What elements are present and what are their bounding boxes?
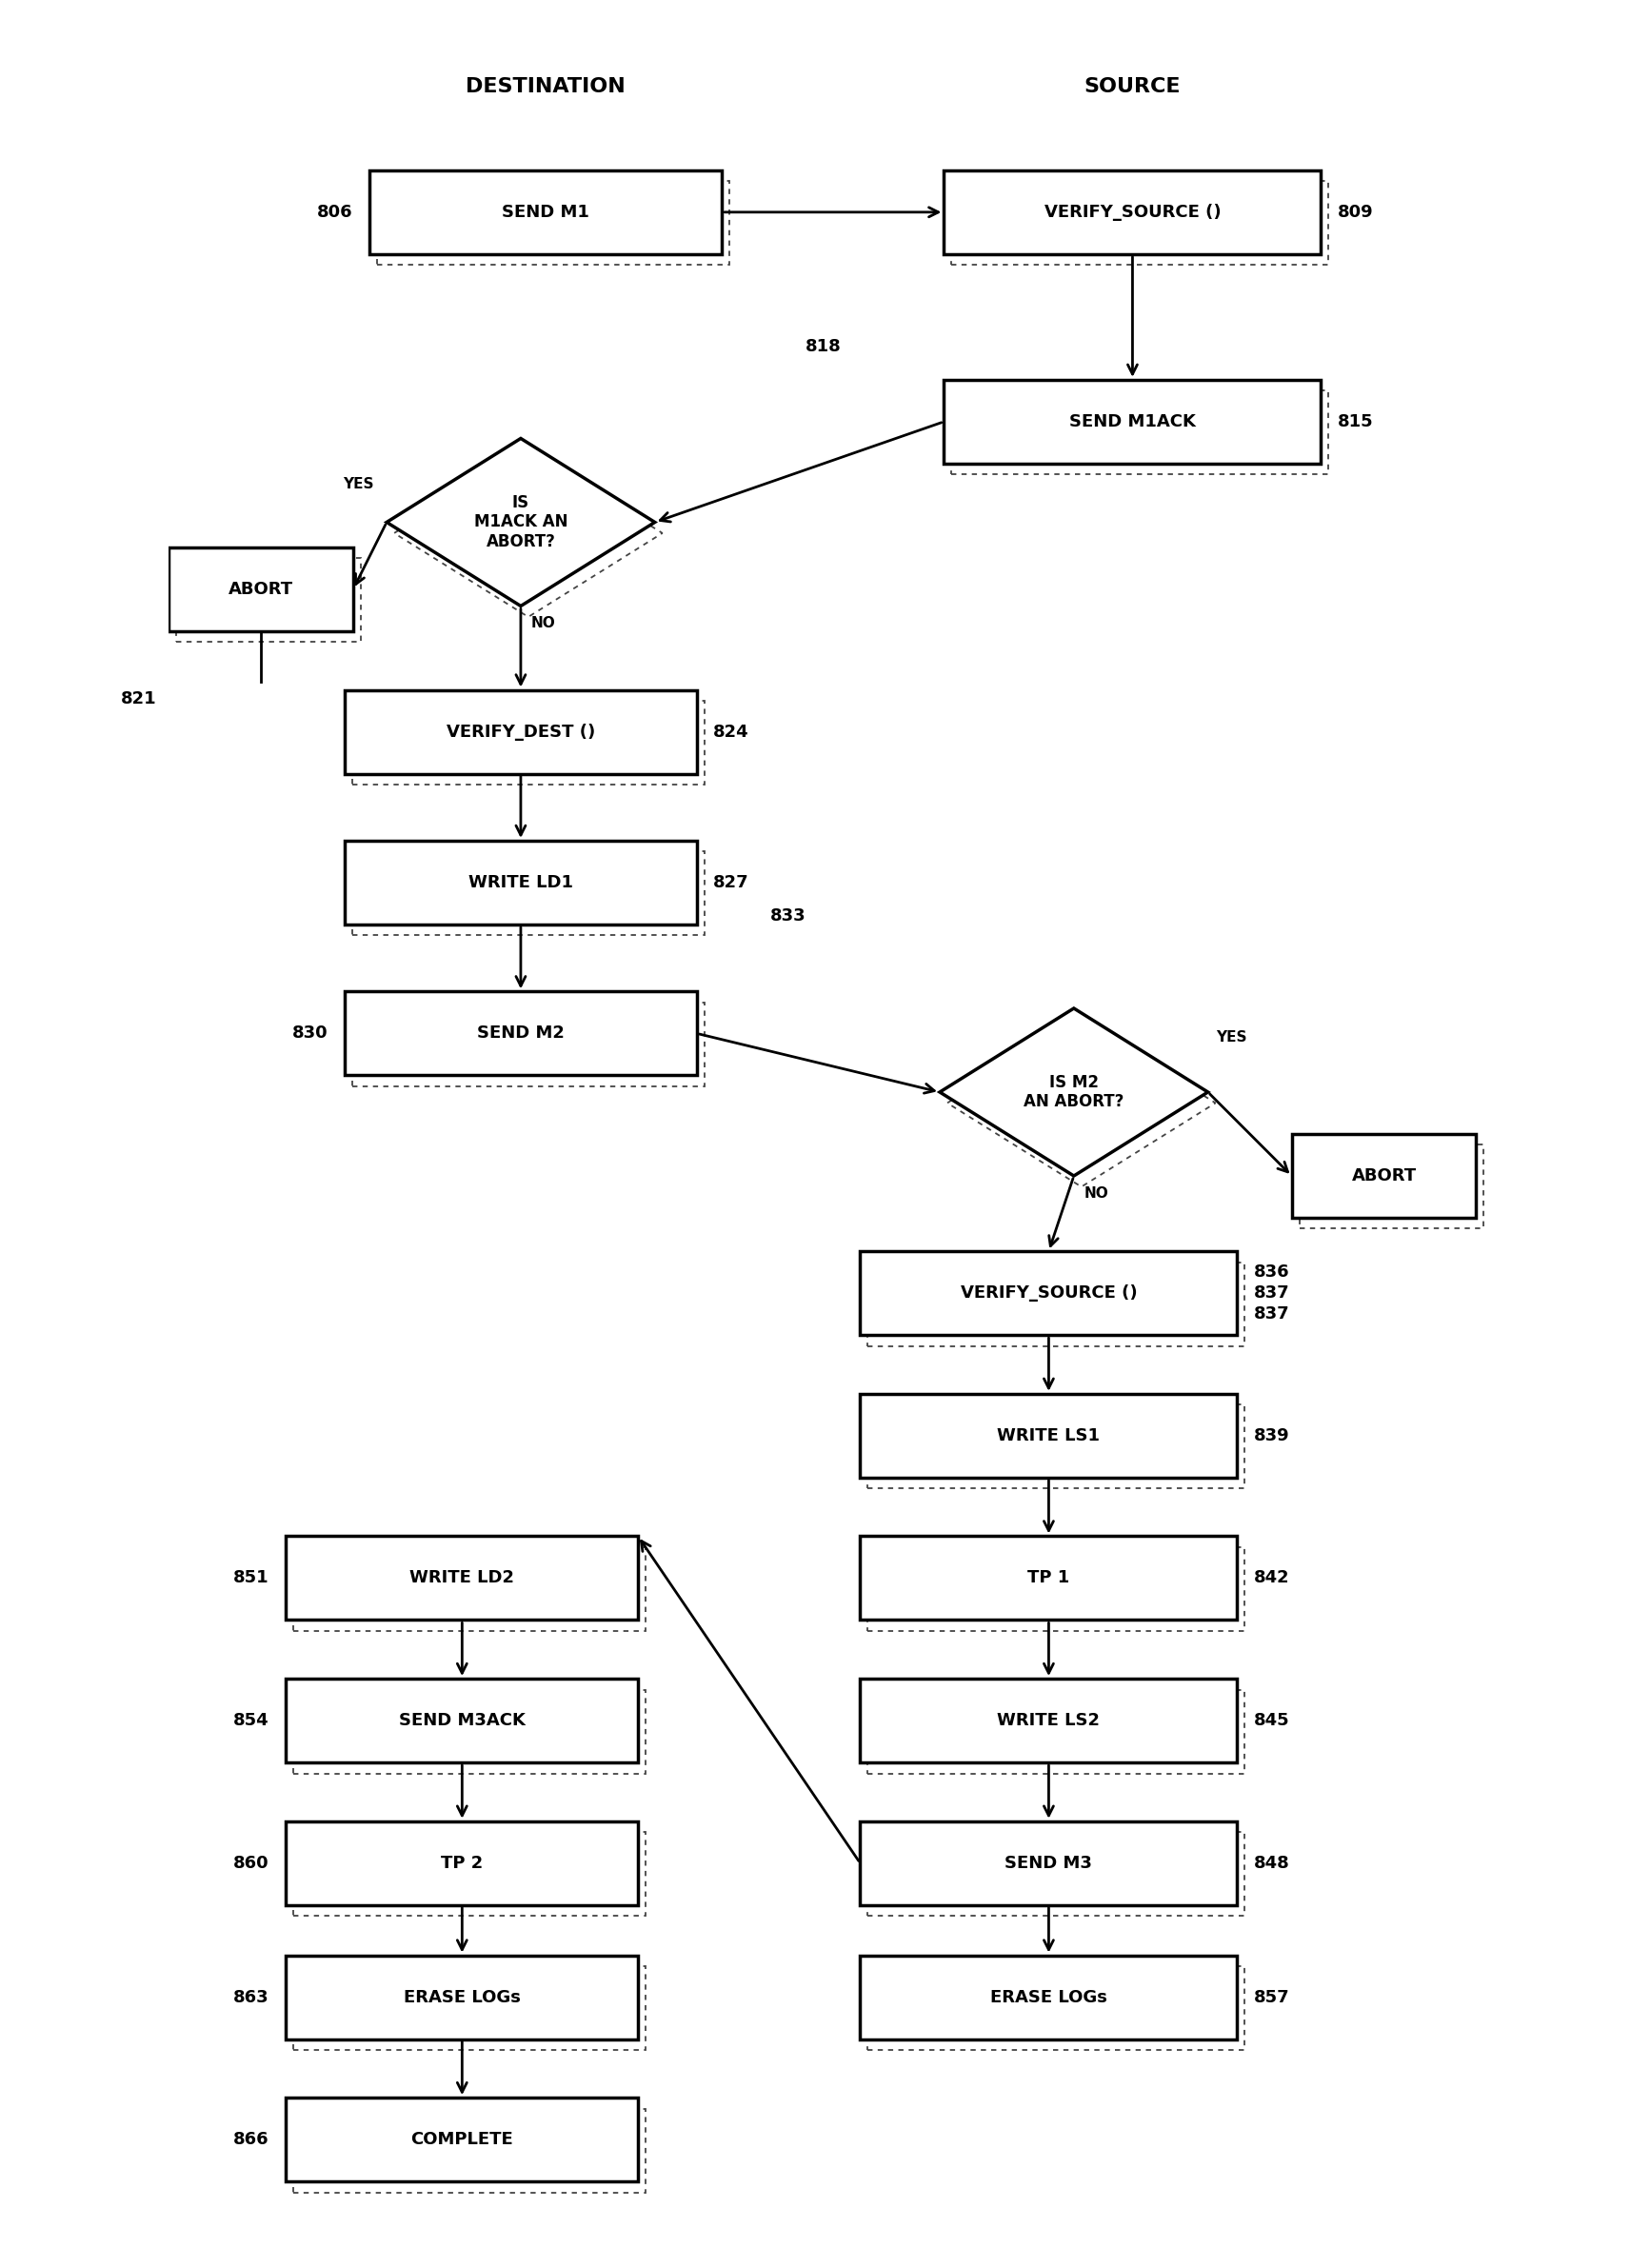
- Text: 809: 809: [1337, 204, 1373, 220]
- Bar: [1292, 1134, 1476, 1218]
- Bar: [294, 1690, 646, 1774]
- Text: DESTINATION: DESTINATION: [466, 77, 626, 95]
- Text: 839: 839: [1254, 1427, 1290, 1445]
- Bar: [352, 701, 705, 785]
- Text: YES: YES: [343, 476, 373, 492]
- Text: SEND M2: SEND M2: [476, 1025, 564, 1041]
- Bar: [868, 1966, 1244, 2050]
- Text: 837: 837: [1254, 1284, 1290, 1302]
- Text: 860: 860: [233, 1855, 269, 1871]
- Text: ABORT: ABORT: [228, 581, 294, 599]
- Text: COMPLETE: COMPLETE: [411, 2132, 514, 2148]
- Text: SEND M3ACK: SEND M3ACK: [400, 1712, 525, 1728]
- Text: 863: 863: [233, 1989, 269, 2005]
- Bar: [285, 2098, 638, 2182]
- Bar: [294, 1833, 646, 1916]
- Text: 830: 830: [292, 1025, 328, 1041]
- Bar: [370, 170, 723, 254]
- Text: TP 1: TP 1: [1028, 1569, 1070, 1588]
- Text: 845: 845: [1254, 1712, 1290, 1728]
- Text: ABORT: ABORT: [1352, 1168, 1416, 1184]
- Bar: [951, 390, 1329, 474]
- Text: 821: 821: [121, 689, 157, 708]
- Bar: [868, 1833, 1244, 1916]
- Bar: [285, 1955, 638, 2039]
- Text: SEND M1: SEND M1: [502, 204, 590, 220]
- Bar: [860, 1252, 1238, 1336]
- Text: SOURCE: SOURCE: [1085, 77, 1181, 95]
- Text: ERASE LOGs: ERASE LOGs: [990, 1989, 1107, 2005]
- Bar: [294, 1547, 646, 1631]
- Text: WRITE LD1: WRITE LD1: [468, 873, 572, 891]
- Text: 837: 837: [1254, 1306, 1290, 1322]
- Text: NO: NO: [1085, 1186, 1109, 1200]
- Bar: [352, 1002, 705, 1086]
- Text: VERIFY_DEST (): VERIFY_DEST (): [447, 723, 595, 739]
- Text: IS M2
AN ABORT?: IS M2 AN ABORT?: [1024, 1073, 1124, 1111]
- Text: 842: 842: [1254, 1569, 1290, 1588]
- Bar: [868, 1547, 1244, 1631]
- Text: SEND M1ACK: SEND M1ACK: [1070, 413, 1196, 431]
- Text: VERIFY_SOURCE (): VERIFY_SOURCE (): [1044, 204, 1222, 220]
- Bar: [860, 1821, 1238, 1905]
- Text: SEND M3: SEND M3: [1005, 1855, 1093, 1871]
- Bar: [860, 1955, 1238, 2039]
- Text: 827: 827: [713, 873, 749, 891]
- Text: TP 2: TP 2: [440, 1855, 483, 1871]
- Text: 815: 815: [1337, 413, 1373, 431]
- Bar: [176, 558, 360, 642]
- Bar: [860, 1395, 1238, 1476]
- Bar: [344, 991, 696, 1075]
- Bar: [377, 181, 729, 265]
- Text: 851: 851: [233, 1569, 269, 1588]
- Text: 848: 848: [1254, 1855, 1290, 1871]
- Polygon shape: [387, 438, 654, 606]
- Text: WRITE LS1: WRITE LS1: [997, 1427, 1101, 1445]
- Text: 824: 824: [713, 723, 749, 739]
- Bar: [294, 1966, 646, 2050]
- Text: 836: 836: [1254, 1263, 1290, 1281]
- Bar: [285, 1535, 638, 1619]
- Text: 833: 833: [770, 907, 806, 925]
- Text: NO: NO: [530, 617, 555, 631]
- Bar: [168, 547, 354, 631]
- Bar: [285, 1678, 638, 1762]
- Polygon shape: [939, 1009, 1209, 1175]
- Bar: [860, 1535, 1238, 1619]
- Text: 818: 818: [806, 338, 842, 354]
- Text: 854: 854: [233, 1712, 269, 1728]
- Bar: [344, 841, 696, 925]
- Bar: [951, 181, 1329, 265]
- Text: VERIFY_SOURCE (): VERIFY_SOURCE (): [961, 1284, 1137, 1302]
- Text: YES: YES: [1217, 1030, 1248, 1046]
- Bar: [285, 1821, 638, 1905]
- Text: 857: 857: [1254, 1989, 1290, 2005]
- Bar: [860, 1678, 1238, 1762]
- Text: 806: 806: [318, 204, 354, 220]
- Bar: [944, 170, 1321, 254]
- Text: WRITE LS2: WRITE LS2: [997, 1712, 1101, 1728]
- Bar: [944, 379, 1321, 463]
- Bar: [352, 850, 705, 934]
- Text: WRITE LD2: WRITE LD2: [409, 1569, 514, 1588]
- Bar: [294, 2109, 646, 2193]
- Bar: [868, 1263, 1244, 1345]
- Bar: [344, 689, 696, 773]
- Text: IS
M1ACK AN
ABORT?: IS M1ACK AN ABORT?: [475, 494, 568, 551]
- Bar: [868, 1690, 1244, 1774]
- Bar: [1300, 1145, 1484, 1229]
- Text: 866: 866: [233, 2132, 269, 2148]
- Bar: [868, 1404, 1244, 1488]
- Text: ERASE LOGs: ERASE LOGs: [403, 1989, 520, 2005]
